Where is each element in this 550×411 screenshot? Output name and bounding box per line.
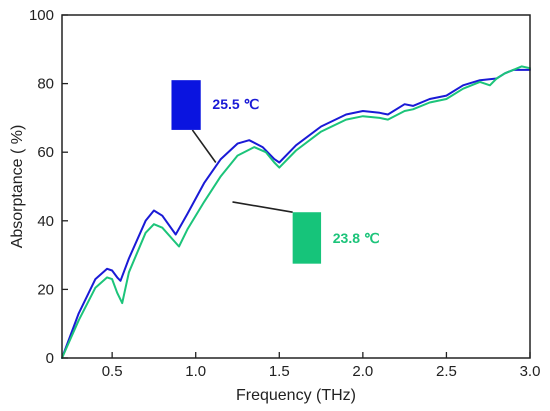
y-tick-label-3: 60 bbox=[37, 144, 54, 161]
x-tick-label-3: 2.0 bbox=[352, 363, 373, 380]
y-axis-ticks: 0 20 40 60 80 100 bbox=[29, 7, 68, 367]
x-tick-label-1: 1.0 bbox=[185, 363, 206, 380]
annotation-leader-0 bbox=[191, 129, 217, 163]
legend-label-0: 25.5 ℃ bbox=[212, 96, 259, 112]
y-tick-label-0: 0 bbox=[46, 350, 54, 367]
y-tick-label-4: 80 bbox=[37, 76, 54, 93]
plot-marks: 25.5 ℃ 23.8 ℃ bbox=[61, 65, 531, 359]
legend-swatch-1 bbox=[292, 212, 322, 264]
series-line-0 bbox=[61, 68, 531, 359]
plot-frame bbox=[61, 14, 531, 359]
annotation-leader-1 bbox=[232, 201, 293, 214]
x-axis-ticks: 0.5 1.0 1.5 2.0 2.5 3.0 bbox=[102, 352, 541, 380]
y-tick-label-2: 40 bbox=[37, 213, 54, 230]
x-tick-label-0: 0.5 bbox=[102, 363, 123, 380]
y-axis-title: Absorptance ( %) bbox=[9, 125, 26, 249]
legend-swatch-0 bbox=[171, 80, 201, 130]
y-tick-label-1: 20 bbox=[37, 281, 54, 298]
series-line-1 bbox=[61, 65, 531, 359]
x-axis-title: Frequency (THz) bbox=[236, 387, 356, 404]
x-tick-label-4: 2.5 bbox=[436, 363, 457, 380]
x-tick-label-5: 3.0 bbox=[520, 363, 541, 380]
x-tick-label-2: 1.5 bbox=[269, 363, 290, 380]
y-tick-label-5: 100 bbox=[29, 7, 54, 24]
legend-label-1: 23.8 ℃ bbox=[333, 230, 380, 246]
